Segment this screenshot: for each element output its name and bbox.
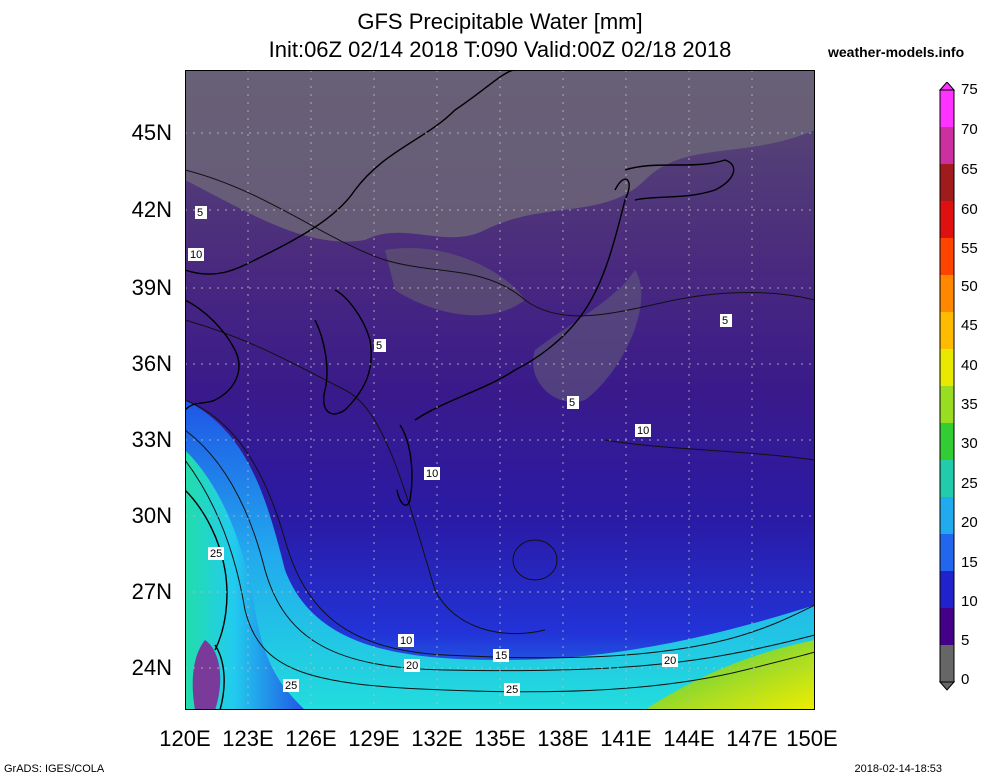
colorbar-segment xyxy=(940,571,954,609)
footer-timestamp: 2018-02-14-18:53 xyxy=(855,763,942,775)
colorbar-segment xyxy=(940,238,954,276)
footer-credit: GrADS: IGES/COLA xyxy=(4,763,104,775)
colorbar-label: 65 xyxy=(961,162,978,178)
colorbar-segment xyxy=(940,423,954,461)
colorbar xyxy=(938,82,958,692)
lon-label: 123E xyxy=(213,727,283,751)
colorbar-segment xyxy=(940,497,954,535)
colorbar-segment xyxy=(940,349,954,387)
colorbar-label: 40 xyxy=(961,358,978,374)
chart-title: GFS Precipitable Water [mm] xyxy=(185,10,815,34)
colorbar-label: 50 xyxy=(961,279,978,295)
contour-label: 10 xyxy=(637,425,649,437)
colorbar-label: 55 xyxy=(961,241,978,257)
lat-label: 24N xyxy=(110,657,172,679)
colorbar-segments xyxy=(940,82,954,690)
contour-label: 25 xyxy=(506,684,518,696)
lat-label: 42N xyxy=(110,199,172,221)
contour-label: 20 xyxy=(664,655,676,667)
contour-label: 5 xyxy=(569,397,575,409)
lat-label: 45N xyxy=(110,122,172,144)
colorbar-label: 45 xyxy=(961,318,978,334)
colorbar-label: 0 xyxy=(961,672,969,688)
colorbar-label: 70 xyxy=(961,122,978,138)
lat-label: 33N xyxy=(110,429,172,451)
lon-label: 141E xyxy=(591,727,661,751)
colorbar-label: 5 xyxy=(961,633,969,649)
contour-label: 5 xyxy=(197,207,203,219)
colorbar-label: 20 xyxy=(961,515,978,531)
chart-subtitle: Init:06Z 02/14 2018 T:090 Valid:00Z 02/1… xyxy=(185,38,815,62)
colorbar-segment xyxy=(940,608,954,646)
colorbar-label: 25 xyxy=(961,476,978,492)
colorbar-segment xyxy=(940,275,954,313)
lon-label: 132E xyxy=(402,727,472,751)
contour-label: 5 xyxy=(722,315,728,327)
precipitable-water-map: 5 10 5 5 5 10 10 10 15 20 20 25 25 25 xyxy=(185,70,815,710)
contour-label: 10 xyxy=(190,249,202,261)
colorbar-min-arrow xyxy=(940,682,954,690)
contour-label: 20 xyxy=(406,660,418,672)
colorbar-label: 15 xyxy=(961,555,978,571)
colorbar-segment xyxy=(940,201,954,239)
lon-label: 129E xyxy=(339,727,409,751)
lon-label: 135E xyxy=(465,727,535,751)
lon-label: 126E xyxy=(276,727,346,751)
colorbar-label: 10 xyxy=(961,594,978,610)
colorbar-segment xyxy=(940,534,954,572)
colorbar-label: 30 xyxy=(961,436,978,452)
lat-label: 39N xyxy=(110,277,172,299)
colorbar-label: 75 xyxy=(961,82,978,98)
contour-label: 10 xyxy=(426,468,438,480)
lat-label: 27N xyxy=(110,581,172,603)
site-credit: weather-models.info xyxy=(828,44,964,60)
contour-label: 25 xyxy=(285,680,297,692)
colorbar-label: 60 xyxy=(961,202,978,218)
colorbar-segment xyxy=(940,645,954,683)
colorbar-segment xyxy=(940,460,954,498)
lon-label: 120E xyxy=(150,727,220,751)
lon-label: 138E xyxy=(528,727,598,751)
contour-label: 15 xyxy=(495,650,507,662)
colorbar-segment xyxy=(940,312,954,350)
contour-label: 10 xyxy=(400,635,412,647)
colorbar-label: 35 xyxy=(961,397,978,413)
lat-label: 36N xyxy=(110,353,172,375)
colorbar-segment xyxy=(940,127,954,165)
contour-label: 5 xyxy=(376,340,382,352)
contour-label: 25 xyxy=(210,548,222,560)
lat-label: 30N xyxy=(110,505,172,527)
colorbar-segment xyxy=(940,90,954,128)
colorbar-segment xyxy=(940,164,954,202)
colorbar-max-arrow xyxy=(940,82,954,90)
colorbar-segment xyxy=(940,386,954,424)
lon-label: 144E xyxy=(654,727,724,751)
lon-label: 150E xyxy=(777,727,847,751)
